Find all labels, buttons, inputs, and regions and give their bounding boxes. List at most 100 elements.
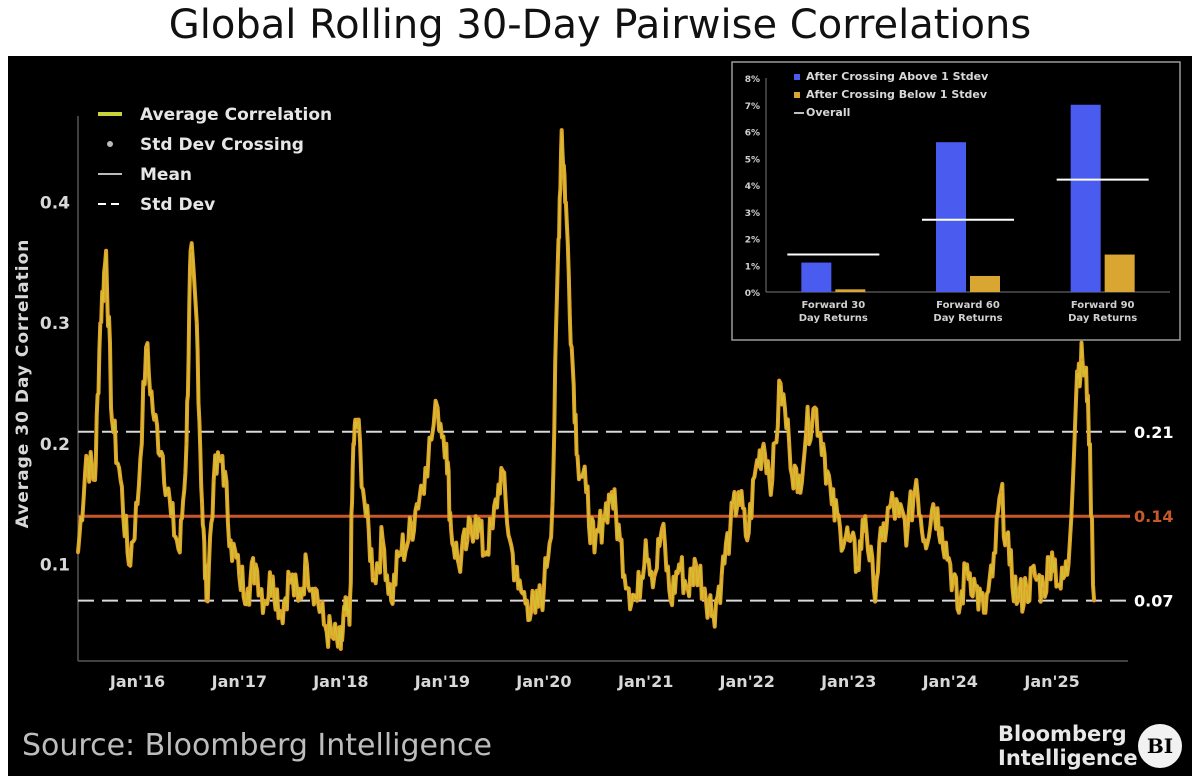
data-point [93, 478, 97, 482]
data-point [569, 345, 574, 350]
data-point [948, 562, 953, 567]
data-point [761, 442, 766, 446]
data-point [342, 610, 347, 615]
main-chart: 0.1 0.2 0.3 0.4 Average 30 Day Correlation Ja… [13, 105, 1173, 691]
data-point [516, 586, 521, 591]
data-point [778, 381, 783, 386]
data-point [398, 550, 402, 555]
inset-bar-chart: 0% 1% 2% 3% 4% 5% 6% 7% 8% Forward 30 Day Returns F… [731, 61, 1181, 341]
data-point [804, 429, 808, 434]
data-point [556, 261, 560, 265]
inset-legend-swatch-below [794, 92, 800, 98]
data-point [829, 502, 834, 506]
data-point [1033, 574, 1037, 579]
data-point [169, 514, 173, 519]
data-point [643, 538, 648, 543]
inset-y-tick-label: 3% [745, 209, 760, 219]
data-point [635, 598, 639, 603]
data-point [770, 478, 775, 482]
data-point [98, 321, 103, 325]
x-tick-label: Jan'21 [617, 672, 673, 691]
data-point [204, 598, 209, 603]
data-point [728, 526, 733, 531]
data-point [652, 574, 657, 579]
data-point [813, 405, 817, 410]
data-point [499, 466, 504, 470]
data-point [584, 490, 588, 494]
correlation-chart: 0.1 0.2 0.3 0.4 Average 30 Day Correlation Ja… [13, 61, 1181, 691]
data-point [246, 586, 250, 591]
inset-y-tick-label: 5% [745, 155, 760, 165]
data-point [1066, 562, 1071, 567]
data-point [982, 610, 986, 615]
data-point [939, 526, 944, 531]
data-point [330, 635, 335, 639]
data-point [194, 321, 199, 325]
data-point [355, 417, 360, 422]
x-tick-label: Jan'22 [719, 672, 775, 691]
inset-bar-above [936, 142, 966, 292]
inset-category-label: Forward 90 Day Returns [1068, 300, 1137, 324]
data-point [423, 466, 428, 470]
bloomberg-intelligence-logo: Bloomberg Intelligence [998, 722, 1138, 770]
data-point [237, 574, 242, 579]
data-point [279, 610, 284, 615]
data-point [118, 478, 123, 482]
inset-y-tick-label: 1% [745, 262, 760, 272]
data-point [719, 574, 724, 579]
data-point [550, 502, 555, 506]
inset-y-tick-label: 0% [745, 289, 760, 299]
data-point [435, 405, 440, 410]
data-point [888, 502, 893, 506]
data-point [525, 598, 529, 603]
data-point [127, 562, 131, 567]
data-point [677, 562, 681, 567]
legend-label: Mean [140, 165, 192, 185]
legend-label: Std Dev Crossing [140, 135, 304, 155]
data-point [465, 538, 470, 543]
data-point [905, 526, 910, 531]
data-point [999, 490, 1003, 494]
data-point [389, 598, 393, 603]
data-point [855, 562, 860, 567]
data-point [1092, 598, 1096, 603]
data-point [542, 586, 546, 591]
std-dev-value-label: 0.07 [1134, 592, 1173, 611]
data-point [990, 574, 995, 579]
x-tick-label: Jan'23 [820, 672, 876, 691]
data-point [270, 574, 275, 579]
data-point [871, 586, 876, 591]
data-point [973, 586, 978, 591]
chart-panel: 0.1 0.2 0.3 0.4 Average 30 Day Correlation Ja… [8, 56, 1192, 776]
data-point [559, 128, 564, 132]
data-point [228, 538, 233, 543]
data-point [253, 562, 258, 567]
data-point [533, 610, 538, 615]
inset-legend-label: After Crossing Below 1 Stdev [806, 88, 988, 101]
x-tick-label: Jan'16 [109, 672, 165, 691]
data-point [110, 417, 114, 422]
data-point [135, 502, 140, 506]
data-point [702, 586, 707, 591]
x-tick-label: Jan'25 [1023, 672, 1079, 691]
data-point [795, 490, 800, 494]
data-point [364, 514, 368, 519]
inset-y-tick-label: 2% [745, 236, 760, 246]
inset-bar-below [970, 275, 1000, 292]
data-point [184, 442, 189, 446]
inset-bar-below [835, 289, 866, 292]
data-point [1007, 562, 1012, 567]
legend-label: Std Dev [140, 195, 215, 215]
data-point [880, 538, 884, 543]
inset-legend-label: Overall [806, 106, 850, 119]
inset-y-tick-label: 4% [745, 182, 760, 192]
data-point [838, 526, 842, 531]
data-point [178, 550, 182, 555]
data-point [305, 562, 309, 567]
data-point [787, 442, 792, 446]
x-tick-label: Jan'20 [515, 672, 571, 691]
data-point [575, 454, 580, 458]
data-point [821, 442, 825, 446]
data-point [161, 454, 165, 458]
data-point [1016, 598, 1020, 603]
